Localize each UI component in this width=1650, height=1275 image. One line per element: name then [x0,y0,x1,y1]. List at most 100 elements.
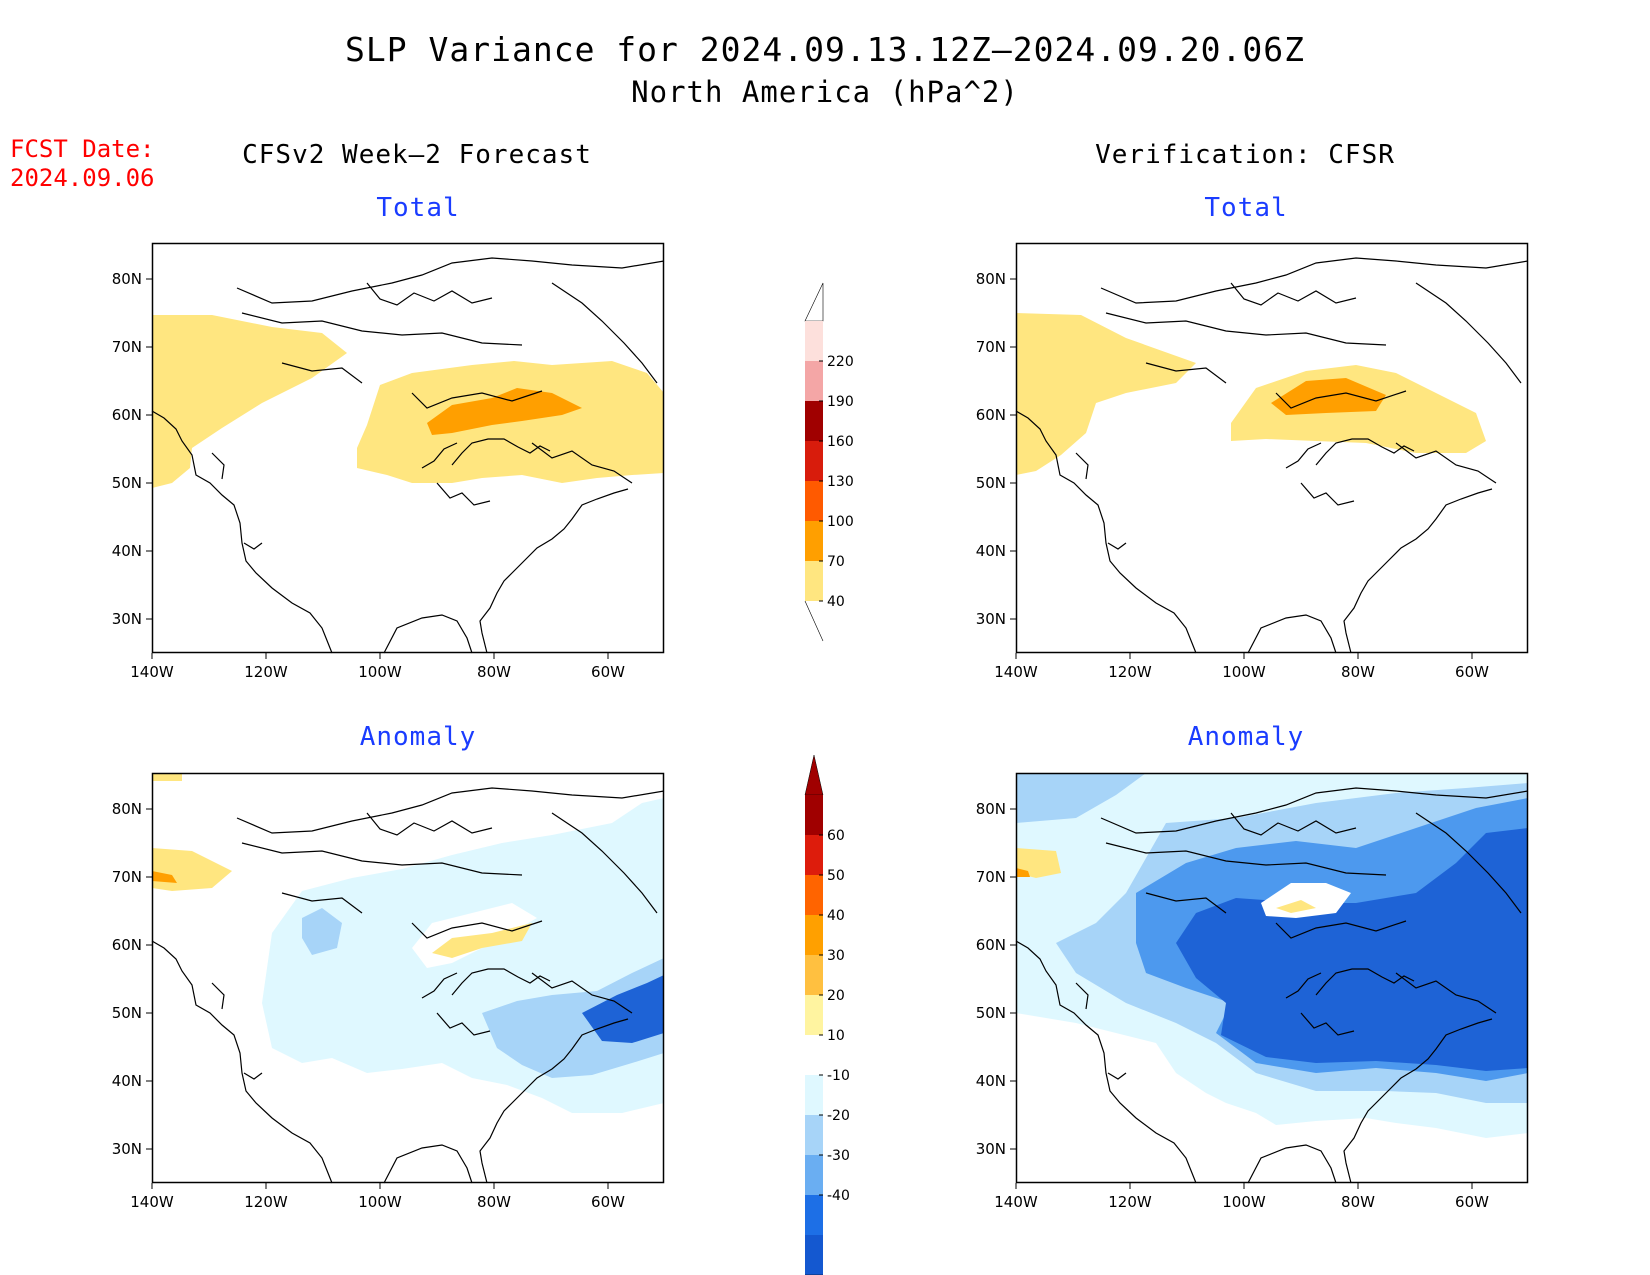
lat-tick-label: 50N [112,1004,142,1022]
anomaly-colorbar: 60 50 40 30 20 10 -10 -20 -30 -40 [804,754,850,1275]
lon-tick-label: 140W [994,1193,1038,1211]
colorbar-top-arrow [804,754,824,796]
colorbar-swatch [805,995,823,1035]
map-frame [1015,772,1529,1184]
coastline [366,282,493,306]
lon-tick-label: 100W [1222,663,1266,681]
lon-tick-label: 80W [477,1193,511,1211]
coastline [1230,812,1357,836]
coastline [281,892,363,914]
coastline [1107,542,1127,550]
coastline-layer [1015,257,1529,654]
colorbar-swatch [805,441,823,481]
lon-tick-label: 120W [244,1193,288,1211]
lon-tick-label: 60W [1455,1193,1489,1211]
coastline [1145,362,1227,384]
coastline [1275,390,1407,409]
coastline [1300,1012,1355,1036]
coastline [1415,282,1522,384]
lon-tick-label: 120W [1108,1193,1152,1211]
lat-tick-label: 40N [112,1072,142,1090]
colorbar-swatch [805,1035,823,1075]
coastline [1100,257,1529,304]
anomaly-10-20-region [152,773,182,781]
coastline [1300,482,1355,506]
lat-tick-label: 60N [112,936,142,954]
colorbar-label: 160 [827,434,854,450]
total-colorbar: 220 190 160 130 100 70 40 [804,282,854,642]
coastline [236,787,665,834]
coastline [1075,452,1089,480]
verification-anomaly-map: 80N 70N 60N 50N 40N 30N 140W 120W 100W 80W 60W [976,772,1529,1211]
coastline [241,842,523,876]
colorbar-swatch [805,521,823,561]
coastline [1015,410,1197,654]
lat-tick-label: 40N [112,542,142,560]
fcst-date-value: 2024.09.06 [10,164,155,192]
coastline [1275,920,1407,939]
lon-tick-label: 80W [1341,1193,1375,1211]
coastline [1395,442,1497,484]
coastline [1343,488,1493,654]
verification-column-heading: Verification: CFSR [1095,140,1395,170]
colorbar-label: 190 [827,394,854,410]
lon-tick-label: 120W [1108,663,1152,681]
anomaly-minus20-minus30-region [1016,773,1146,823]
colorbar-label: 60 [827,828,845,844]
map-frame [151,242,665,654]
lon-tick-label: 60W [591,663,625,681]
colorbar-label: -10 [827,1068,850,1084]
coastline [383,1144,473,1184]
anomaly-minus20-minus30-region [302,908,342,955]
lat-tick-label: 80N [976,800,1006,818]
colorbar-label: 30 [827,948,845,964]
colorbar-swatch [805,1195,823,1235]
colorbar-swatch [805,1115,823,1155]
coastline-layer [1015,787,1529,1184]
colorbar-swatch [805,401,823,441]
coastline [411,390,543,409]
coastline [1247,614,1337,654]
colorbar-swatch [805,875,823,915]
lat-tick-label: 70N [112,868,142,886]
coastline [1105,842,1387,876]
coastline [421,442,458,469]
forecast-column-heading: CFSv2 Week—2 Forecast [242,140,592,170]
forecast-anomaly-map: 80N 70N 60N 50N 40N 30N 140W 120W 100W 80W 60W [112,772,665,1211]
lat-tick-label: 30N [112,610,142,628]
colorbar-bottom-arrow [804,600,824,642]
variance-70-100-region [427,388,582,435]
coastline [479,1018,629,1184]
verification-anomaly-title: Anomaly [1187,722,1305,752]
verification-total-title: Total [1204,193,1288,223]
colorbar-label: -30 [827,1148,850,1164]
coastline [281,362,363,384]
coastline-layer [151,787,665,1184]
coastline [531,972,633,1014]
colorbar-swatch [805,955,823,995]
colorbar-swatch [805,835,823,875]
lat-tick-label: 30N [976,610,1006,628]
coastline-layer [151,257,665,654]
coastline [1285,972,1322,999]
coastline [366,812,493,836]
coastline [151,410,333,654]
coastline [243,1072,263,1080]
colorbar-swatch [805,481,823,521]
lat-tick-label: 80N [976,270,1006,288]
lat-tick-label: 70N [112,338,142,356]
coastline [1285,442,1322,469]
colorbar-label: 10 [827,1028,845,1044]
lat-tick-label: 50N [976,1004,1006,1022]
coastline [411,920,543,939]
forecast-anomaly-title: Anomaly [359,722,477,752]
coastline [1230,282,1357,306]
coastline [436,1012,491,1036]
colorbar-label: 40 [827,594,845,610]
lat-tick-label: 50N [112,474,142,492]
coastline [551,812,658,914]
anomaly-10-20-region [432,923,532,958]
coastline [1315,438,1415,466]
lat-tick-label: 70N [976,338,1006,356]
coastline [1107,1072,1127,1080]
